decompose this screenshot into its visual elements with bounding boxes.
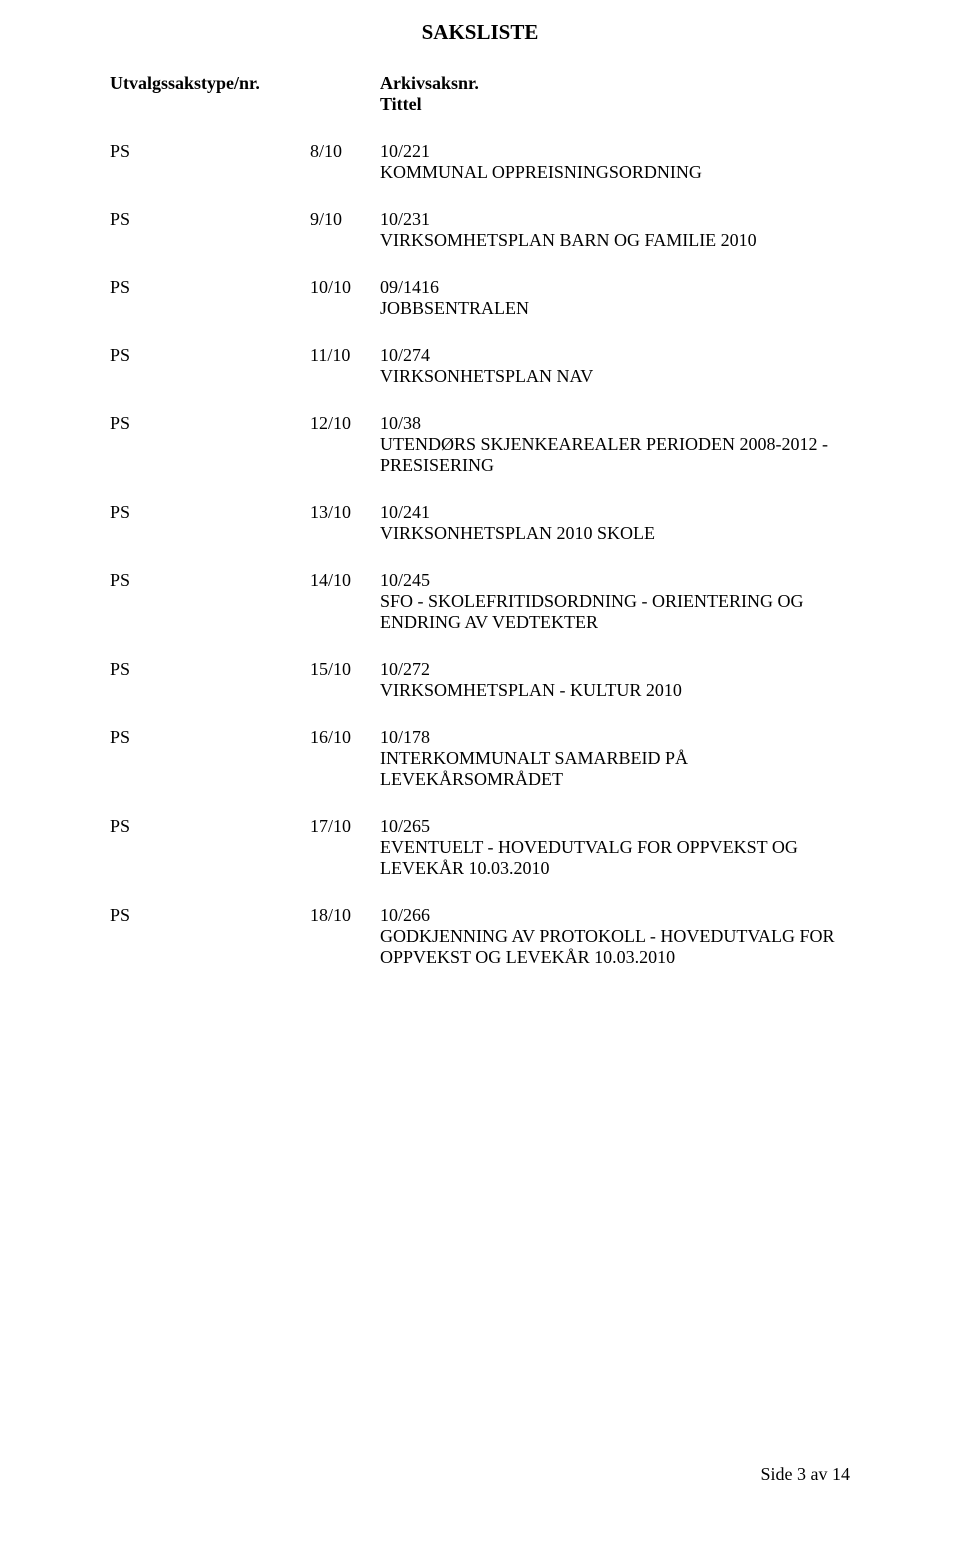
item-detail: 10/274VIRKSONHETSPLAN NAV <box>380 345 850 387</box>
list-item: PS17/1010/265EVENTUELT - HOVEDUTVALG FOR… <box>110 816 850 879</box>
item-number: 11/10 <box>310 345 380 387</box>
header-right: Arkivsaksnr. Tittel <box>380 73 850 115</box>
item-code: PS <box>110 277 310 319</box>
item-number: 18/10 <box>310 905 380 968</box>
column-header-row: Utvalgssakstype/nr. Arkivsaksnr. Tittel <box>110 73 850 115</box>
item-detail: 09/1416JOBBSENTRALEN <box>380 277 850 319</box>
item-ref: 10/274 <box>380 345 850 366</box>
list-item: PS15/1010/272VIRKSOMHETSPLAN - KULTUR 20… <box>110 659 850 701</box>
item-number: 8/10 <box>310 141 380 183</box>
list-item: PS11/1010/274VIRKSONHETSPLAN NAV <box>110 345 850 387</box>
item-detail: 10/241VIRKSONHETSPLAN 2010 SKOLE <box>380 502 850 544</box>
item-code: PS <box>110 570 310 633</box>
item-label: INTERKOMMUNALT SAMARBEID PÅ LEVEKÅRSOMRÅ… <box>380 748 850 790</box>
item-ref: 10/245 <box>380 570 850 591</box>
item-ref: 10/241 <box>380 502 850 523</box>
item-number: 9/10 <box>310 209 380 251</box>
item-ref: 10/221 <box>380 141 850 162</box>
item-ref: 10/38 <box>380 413 850 434</box>
item-label: SFO - SKOLEFRITIDSORDNING - ORIENTERING … <box>380 591 850 633</box>
item-ref: 09/1416 <box>380 277 850 298</box>
header-mid-spacer <box>310 73 380 115</box>
item-ref: 10/265 <box>380 816 850 837</box>
list-item: PS9/1010/231VIRKSOMHETSPLAN BARN OG FAMI… <box>110 209 850 251</box>
item-label: EVENTUELT - HOVEDUTVALG FOR OPPVEKST OG … <box>380 837 850 879</box>
item-code: PS <box>110 413 310 476</box>
item-label: VIRKSOMHETSPLAN - KULTUR 2010 <box>380 680 850 701</box>
items-container: PS8/1010/221KOMMUNAL OPPREISNINGSORDNING… <box>110 141 850 968</box>
item-number: 16/10 <box>310 727 380 790</box>
page-footer: Side 3 av 14 <box>761 1464 851 1485</box>
page-title: SAKSLISTE <box>110 20 850 45</box>
item-detail: 10/272VIRKSOMHETSPLAN - KULTUR 2010 <box>380 659 850 701</box>
item-detail: 10/266GODKJENNING AV PROTOKOLL - HOVEDUT… <box>380 905 850 968</box>
item-code: PS <box>110 209 310 251</box>
item-number: 15/10 <box>310 659 380 701</box>
item-number: 10/10 <box>310 277 380 319</box>
list-item: PS18/1010/266GODKJENNING AV PROTOKOLL - … <box>110 905 850 968</box>
header-tittel: Tittel <box>380 94 422 114</box>
item-number: 17/10 <box>310 816 380 879</box>
header-arkivsaksnr: Arkivsaksnr. <box>380 73 479 93</box>
item-ref: 10/266 <box>380 905 850 926</box>
item-label: GODKJENNING AV PROTOKOLL - HOVEDUTVALG F… <box>380 926 850 968</box>
item-ref: 10/178 <box>380 727 850 748</box>
list-item: PS12/1010/38UTENDØRS SKJENKEAREALER PERI… <box>110 413 850 476</box>
item-label: UTENDØRS SKJENKEAREALER PERIODEN 2008-20… <box>380 434 850 476</box>
list-item: PS13/1010/241VIRKSONHETSPLAN 2010 SKOLE <box>110 502 850 544</box>
item-code: PS <box>110 141 310 183</box>
item-label: VIRKSONHETSPLAN 2010 SKOLE <box>380 523 850 544</box>
item-code: PS <box>110 502 310 544</box>
item-code: PS <box>110 345 310 387</box>
item-code: PS <box>110 727 310 790</box>
item-ref: 10/231 <box>380 209 850 230</box>
item-label: JOBBSENTRALEN <box>380 298 850 319</box>
list-item: PS14/1010/245SFO - SKOLEFRITIDSORDNING -… <box>110 570 850 633</box>
list-item: PS8/1010/221KOMMUNAL OPPREISNINGSORDNING <box>110 141 850 183</box>
item-label: KOMMUNAL OPPREISNINGSORDNING <box>380 162 850 183</box>
list-item: PS16/1010/178INTERKOMMUNALT SAMARBEID PÅ… <box>110 727 850 790</box>
item-detail: 10/231VIRKSOMHETSPLAN BARN OG FAMILIE 20… <box>380 209 850 251</box>
item-label: VIRKSONHETSPLAN NAV <box>380 366 850 387</box>
item-code: PS <box>110 659 310 701</box>
item-number: 12/10 <box>310 413 380 476</box>
header-left: Utvalgssakstype/nr. <box>110 73 310 115</box>
item-code: PS <box>110 905 310 968</box>
item-detail: 10/178INTERKOMMUNALT SAMARBEID PÅ LEVEKÅ… <box>380 727 850 790</box>
item-ref: 10/272 <box>380 659 850 680</box>
item-number: 13/10 <box>310 502 380 544</box>
item-detail: 10/38UTENDØRS SKJENKEAREALER PERIODEN 20… <box>380 413 850 476</box>
item-detail: 10/221KOMMUNAL OPPREISNINGSORDNING <box>380 141 850 183</box>
item-code: PS <box>110 816 310 879</box>
item-label: VIRKSOMHETSPLAN BARN OG FAMILIE 2010 <box>380 230 850 251</box>
item-detail: 10/265EVENTUELT - HOVEDUTVALG FOR OPPVEK… <box>380 816 850 879</box>
item-detail: 10/245SFO - SKOLEFRITIDSORDNING - ORIENT… <box>380 570 850 633</box>
item-number: 14/10 <box>310 570 380 633</box>
list-item: PS10/1009/1416JOBBSENTRALEN <box>110 277 850 319</box>
